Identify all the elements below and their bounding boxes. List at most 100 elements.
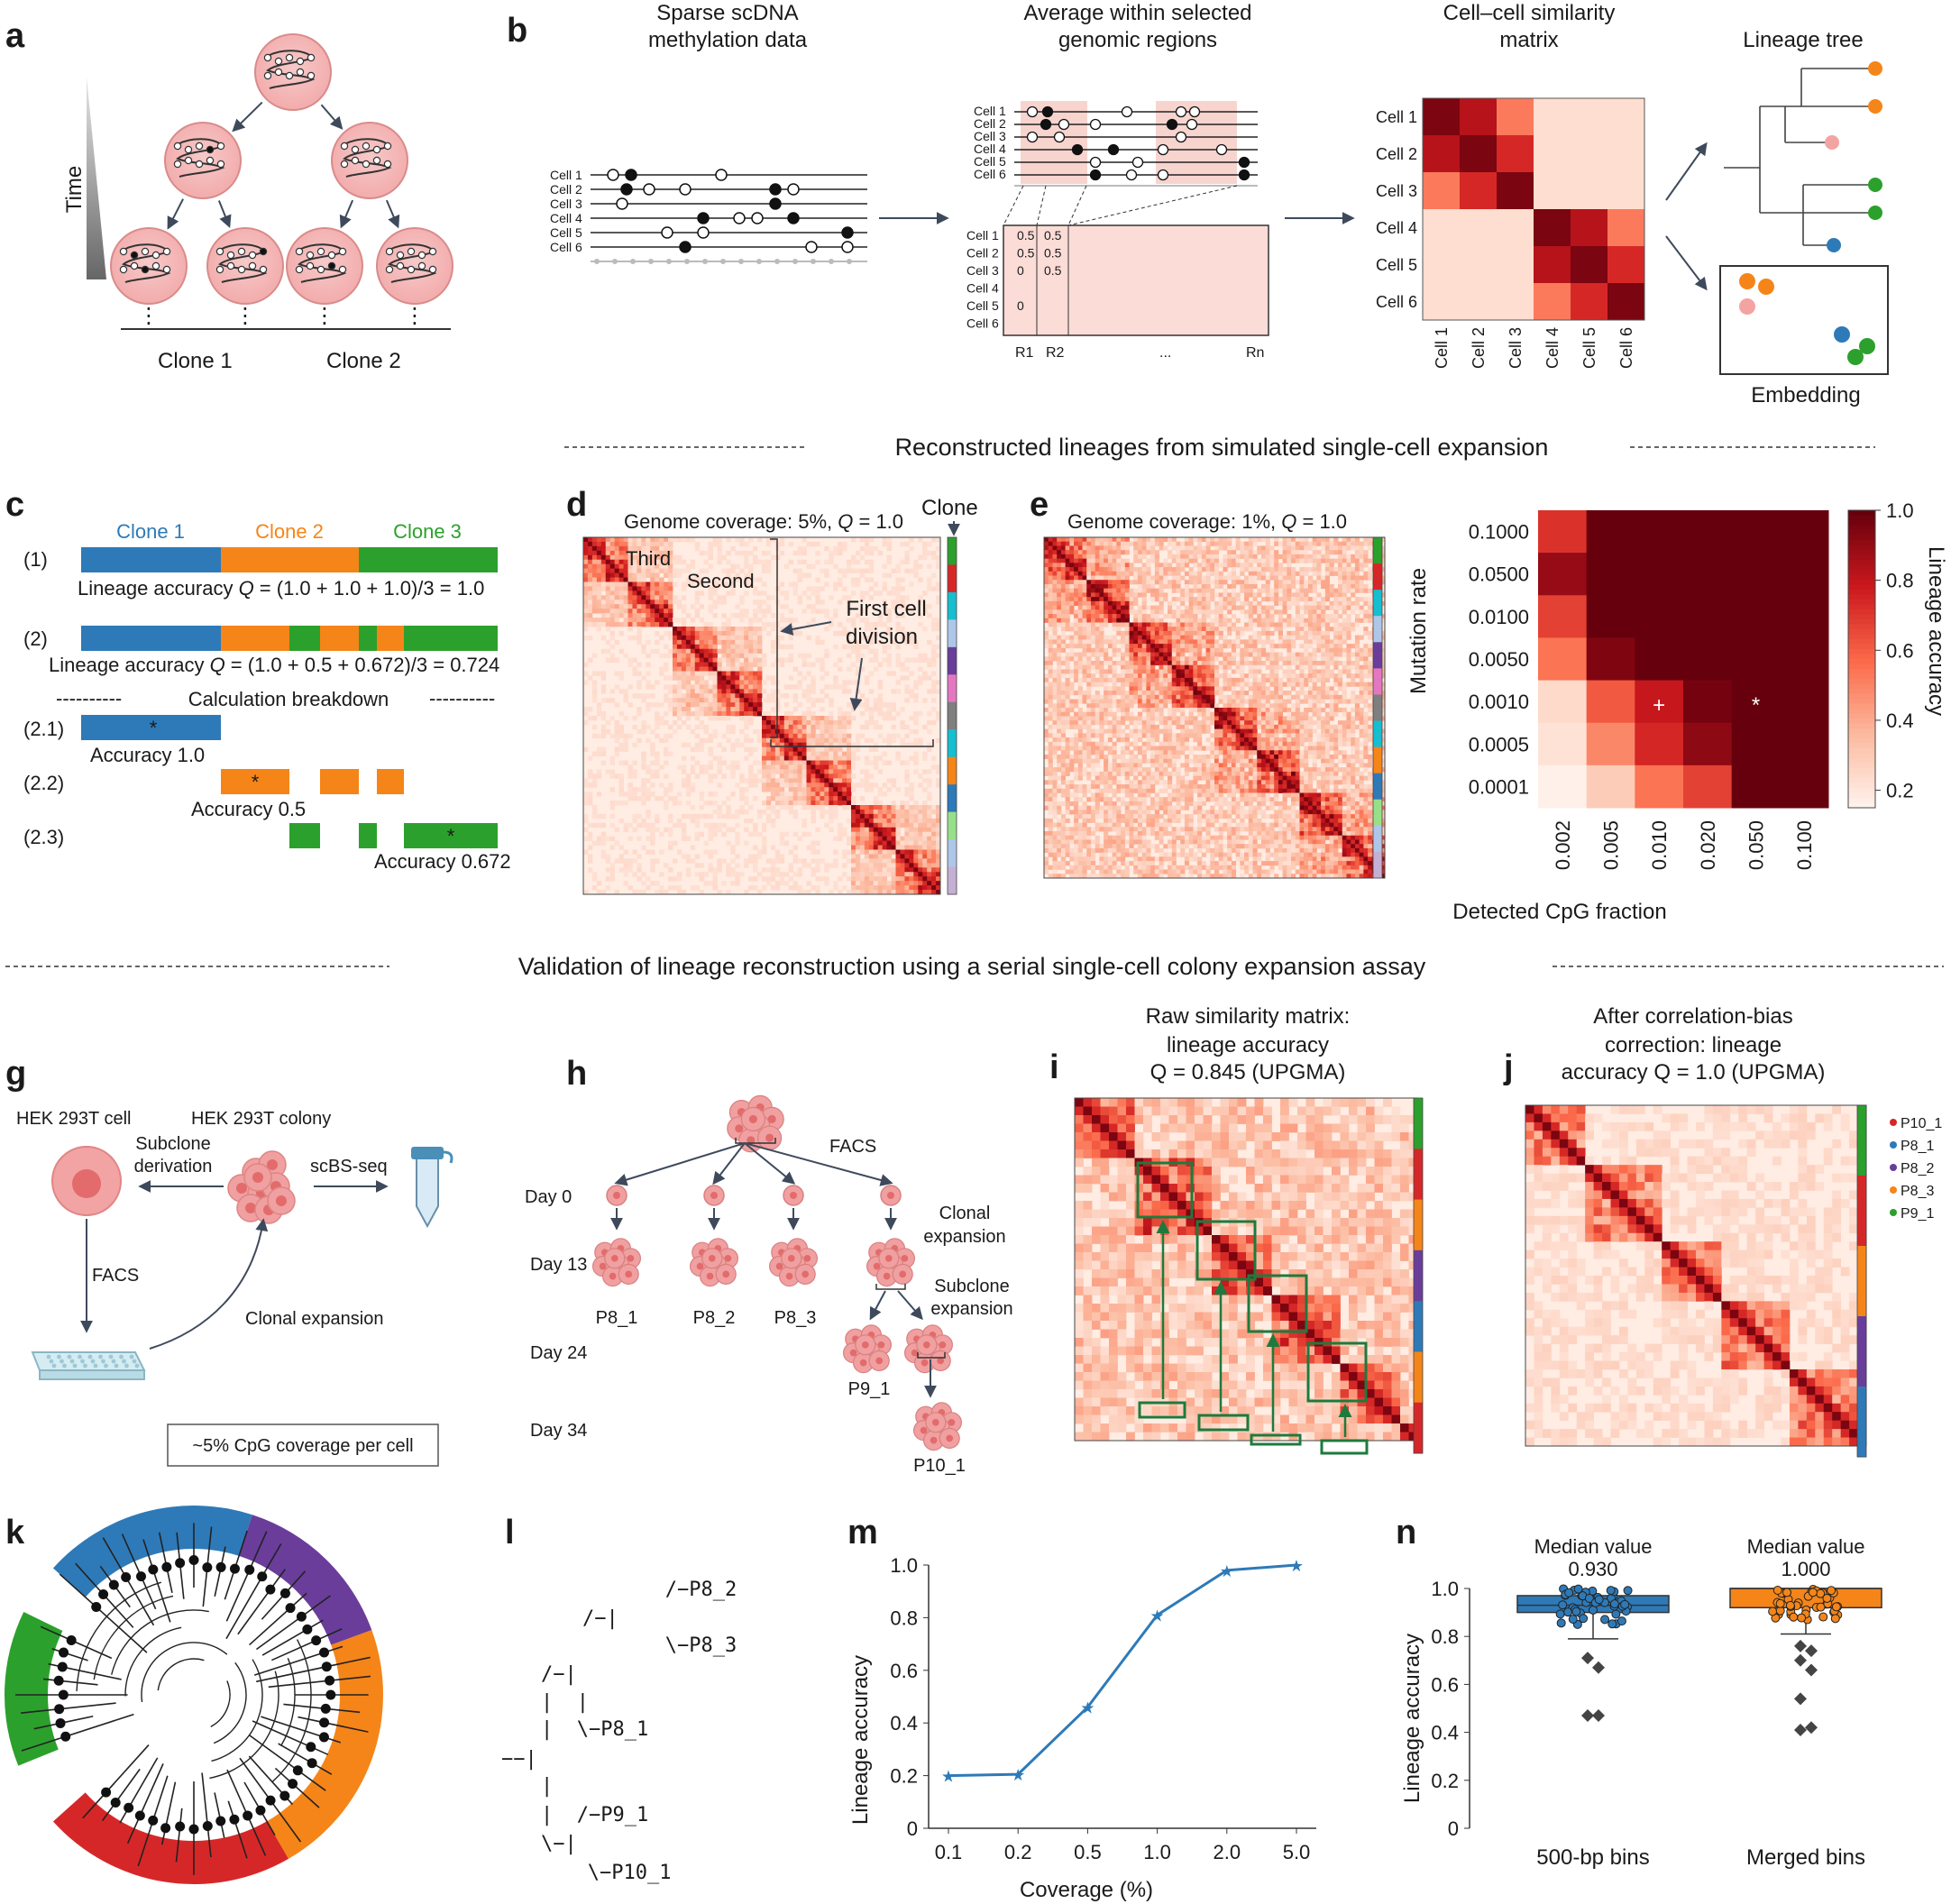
heatmap-cell [909,693,914,699]
heatmap-cell [655,537,660,543]
heatmap-cell [779,537,785,543]
heatmap-cell [641,577,646,582]
heatmap-cell [757,778,763,783]
heatmap-cell [783,644,790,650]
heatmap-cell [1214,558,1220,563]
heatmap-cell [1159,571,1164,576]
heatmap-cell [681,684,687,690]
heatmap-cell [864,627,870,632]
heatmap-cell [668,581,673,587]
heatmap-cell [614,545,619,552]
heatmap-cell [806,563,811,570]
heatmap-cell [676,689,682,694]
heatmap-cell [627,581,633,587]
heatmap-cell [762,827,767,833]
heatmap-cell [1188,571,1194,576]
heatmap-cell [927,675,932,681]
heatmap-cell [820,639,825,645]
heatmap-cell [1274,567,1279,572]
heatmap-cell [1304,600,1309,606]
c-acc2: Accuracy 0.5 [191,798,306,820]
heatmap-cell [609,822,616,828]
heatmap-cell [1312,567,1317,572]
heatmap-cell [1112,614,1117,619]
heatmap-cell [806,719,811,726]
heatmap-cell [748,537,754,543]
heatmap-cell [614,604,619,609]
heatmap-cell [694,746,701,752]
heatmap-cell [646,568,651,573]
heatmap-cell [1346,588,1351,593]
heatmap-cell [873,872,879,877]
heatmap-cell [717,550,722,556]
heatmap-cell [838,711,843,717]
heatmap-cell [708,881,713,886]
heatmap-cell [783,764,790,770]
heatmap-cell [676,702,682,708]
heatmap-cell [842,572,847,578]
heatmap-cell [900,836,905,841]
heatmap-cell [614,702,619,708]
heatmap-cell [587,541,593,547]
heatmap-cell [1333,597,1339,602]
heatmap-cell [618,563,624,570]
heatmap-cell [877,622,884,627]
heatmap-cell [721,613,727,618]
tree-leaf [1868,61,1882,76]
heatmap-cell [730,675,736,681]
heatmap-cell [904,805,910,810]
heatmap-cell [641,648,646,654]
heatmap-cell [1069,554,1075,560]
heatmap-cell [721,595,727,600]
heatmap-cell [637,550,642,556]
heatmap-cell [721,760,727,765]
heatmap-cell [1060,550,1067,555]
heatmap-cell [637,609,642,614]
heatmap-cell [779,719,785,726]
heatmap-cell [623,698,628,703]
heatmap-cell [681,595,687,600]
heatmap-cell [632,760,637,765]
heatmap-cell [1333,571,1339,576]
heatmap-cell [1090,575,1096,581]
cpg-site [383,160,392,169]
heatmap-cell [1205,550,1211,555]
heatmap-cell [739,872,745,877]
methylation-site [787,212,800,224]
heatmap-cell [765,764,772,770]
heatmap-cell [627,858,633,864]
heatmap-cell [829,737,834,744]
heatmap-cell [614,609,619,614]
heatmap-cell [1278,541,1283,546]
heatmap-cell [685,635,692,641]
heatmap-cell [614,550,619,556]
heatmap-cell [703,698,709,703]
heatmap-cell [708,693,713,699]
heatmap-cell [726,796,731,801]
heatmap-cell [1180,567,1186,572]
heatmap-cell [618,792,624,797]
heatmap-cell [779,613,785,618]
heatmap-cell [851,854,856,859]
heatmap-cell [792,716,798,721]
heatmap-cell [708,849,713,855]
heatmap-cell [1099,580,1104,585]
heatmap-cell [1065,545,1070,551]
heatmap-cell [739,698,745,703]
heatmap-cell [801,863,807,868]
heatmap-cell [873,622,879,627]
heatmap-cell [797,684,802,690]
heatmap-cell [1210,541,1215,546]
heatmap-cell [748,693,754,699]
heatmap-cell [753,796,758,801]
heatmap-cell [765,755,772,761]
heatmap-cell [1124,580,1130,585]
heatmap-cell [855,657,861,663]
heatmap-cell [833,586,838,591]
heatmap-cell [927,769,932,774]
heatmap-cell [637,600,642,605]
heatmap-cell [694,818,701,824]
heatmap-cell [632,586,637,591]
heatmap-cell [895,885,901,891]
heatmap-cell [1282,588,1287,593]
